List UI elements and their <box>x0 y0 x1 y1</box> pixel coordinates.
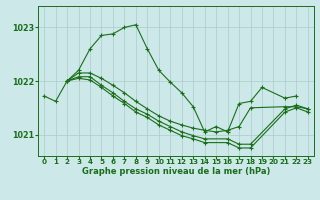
X-axis label: Graphe pression niveau de la mer (hPa): Graphe pression niveau de la mer (hPa) <box>82 167 270 176</box>
